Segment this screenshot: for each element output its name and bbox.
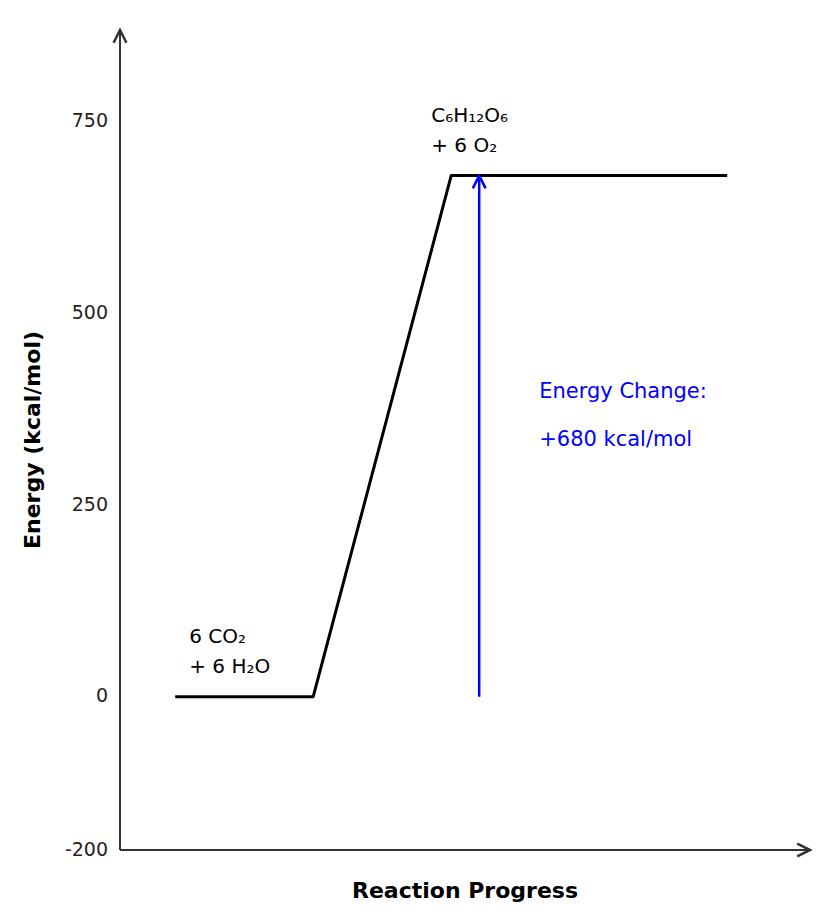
- energy-profile-line: [175, 176, 727, 697]
- y-tick-label: 0: [96, 684, 108, 706]
- chart-svg: -200 0 250 500 750 Energy (kcal/mol) Reaction …: [0, 0, 840, 922]
- x-axis: [120, 849, 810, 851]
- y-tick-label: -200: [65, 838, 108, 860]
- reactant-label: + 6 H₂O: [189, 654, 270, 678]
- product-label: C₆H₁₂O₆: [431, 103, 508, 127]
- product-label: + 6 O₂: [431, 133, 497, 157]
- energy-change-arrow: [478, 176, 481, 697]
- y-axis-label: Energy (kcal/mol): [20, 331, 45, 549]
- y-tick-label: 750: [72, 109, 108, 131]
- reactant-label: 6 CO₂: [189, 624, 246, 648]
- y-axis: [119, 30, 121, 850]
- x-axis-label: Reaction Progress: [352, 878, 578, 903]
- y-tick-label: 250: [72, 493, 108, 515]
- energy-change-label: Energy Change:: [539, 379, 707, 403]
- energy-change-label: +680 kcal/mol: [539, 427, 692, 451]
- y-tick-label: 500: [72, 301, 108, 323]
- plot-area: [175, 176, 727, 697]
- chart-container: -200 0 250 500 750 Energy (kcal/mol) Reaction …: [0, 0, 840, 922]
